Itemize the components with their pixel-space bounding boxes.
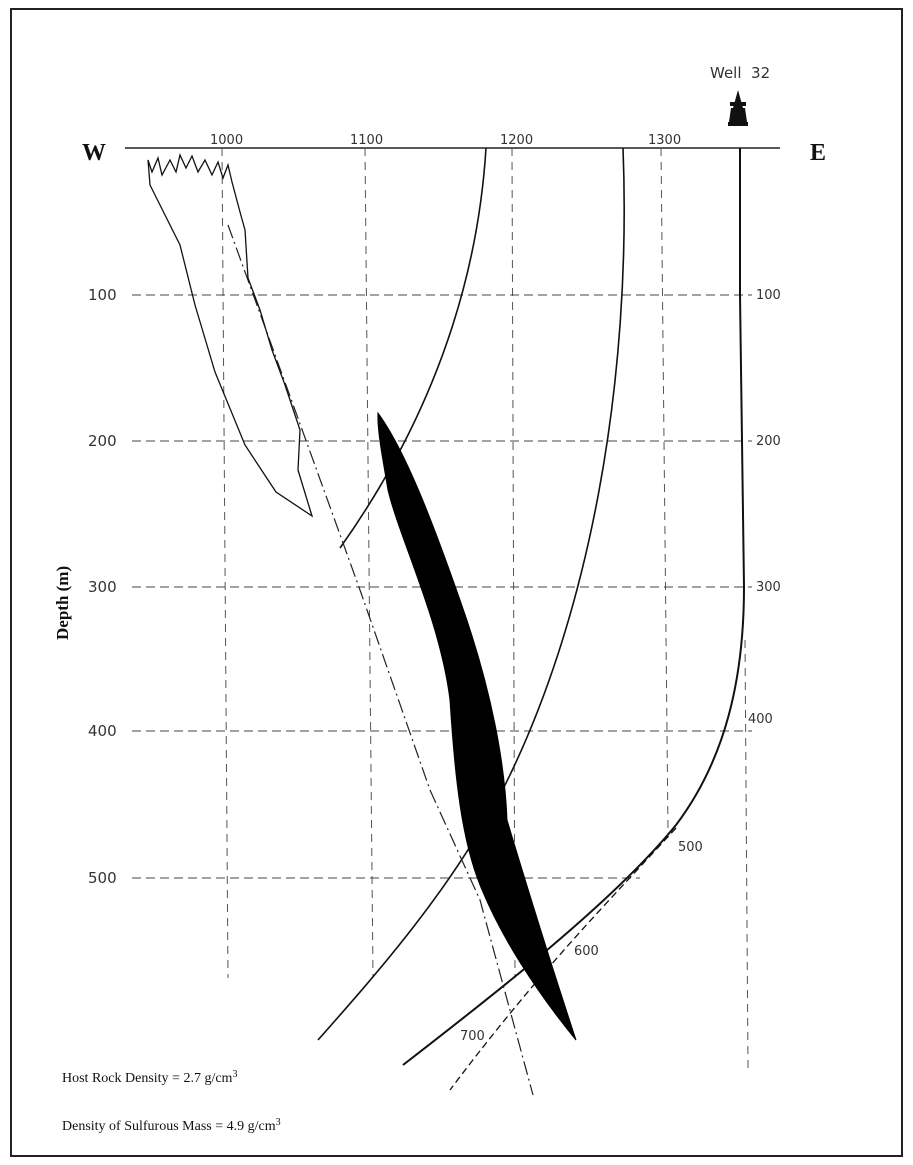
west-label: W — [82, 140, 106, 166]
well-depth-label-300: 300 — [756, 580, 781, 595]
well-label: Well 32 — [710, 64, 770, 82]
curve-2 — [317, 147, 625, 1041]
figure-frame — [10, 8, 903, 1157]
alternate-trajectory — [449, 827, 677, 1091]
y-axis-title: Depth (m) — [53, 566, 72, 640]
well-depth-label-700: 700 — [460, 1029, 485, 1044]
vertical-grid — [221, 147, 669, 979]
dash-dot-line — [227, 224, 534, 1096]
sulfurous-mass — [377, 411, 577, 1041]
host-rock-density-note: Host Rock Density = 2.7 g/cm3 — [62, 1069, 237, 1087]
well-depth-label-400: 400 — [748, 712, 773, 727]
sulfurous-mass-density-note: Density of Sulfurous Mass = 4.9 g/cm3 — [62, 1117, 281, 1135]
well-reference-line — [744, 639, 749, 1069]
depth-label-300: 300 — [88, 578, 117, 596]
depth-label-500: 500 — [88, 869, 117, 887]
curve-1 — [339, 147, 487, 549]
well-depth-label-600: 600 — [574, 944, 599, 959]
x-tick-label-1300: 1300 — [648, 133, 681, 148]
well-trajectory — [402, 148, 746, 1066]
grid-v-1100 — [364, 147, 374, 979]
depth-label-400: 400 — [88, 722, 117, 740]
x-tick-label-1000: 1000 — [210, 133, 243, 148]
depth-label-100: 100 — [88, 286, 117, 304]
grid-v-1300 — [660, 147, 669, 831]
well-depth-label-200: 200 — [756, 434, 781, 449]
well-derrick-icon — [728, 90, 748, 126]
depth-label-200: 200 — [88, 432, 117, 450]
east-label: E — [810, 140, 826, 166]
well-depth-label-500: 500 — [678, 840, 703, 855]
x-tick-label-1200: 1200 — [500, 133, 533, 148]
well-depth-label-100: 100 — [756, 288, 781, 303]
x-tick-label-1100: 1100 — [350, 133, 383, 148]
grid-v-1200 — [511, 147, 516, 979]
grid-v-1000 — [221, 147, 229, 979]
irregular-outline — [147, 153, 314, 518]
